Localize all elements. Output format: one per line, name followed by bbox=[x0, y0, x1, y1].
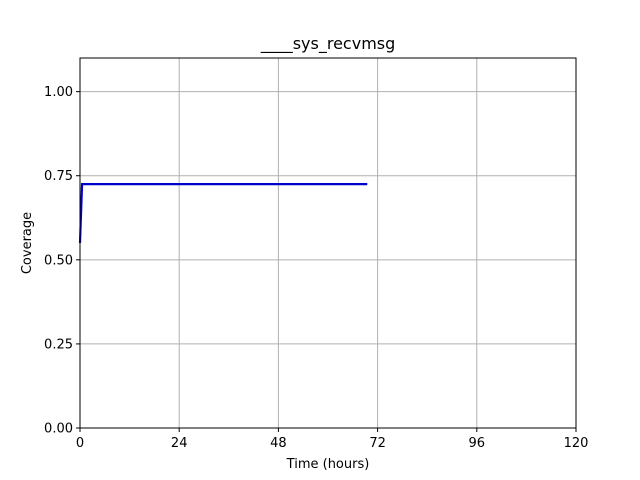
tick-layer: 0 24 48 72 96 120 0.00 0.25 0.50 0.75 1.00 bbox=[44, 85, 588, 451]
plot-frame bbox=[79, 57, 577, 429]
x-tick-label: 48 bbox=[270, 436, 287, 451]
series-layer bbox=[78, 183, 368, 244]
y-tick-label: 0.25 bbox=[44, 337, 73, 352]
x-tick-label: 72 bbox=[369, 436, 386, 451]
y-tick-label: 0.75 bbox=[44, 169, 73, 184]
x-tick-label: 120 bbox=[564, 436, 589, 451]
y-tick-label: 0.50 bbox=[44, 253, 73, 268]
series-line-coverage bbox=[78, 183, 368, 244]
x-axis-label: Time (hours) bbox=[286, 457, 370, 472]
x-tick-label: 24 bbox=[171, 436, 188, 451]
x-tick-label: 0 bbox=[76, 436, 84, 451]
y-tick-label: 1.00 bbox=[44, 85, 73, 100]
chart-title: ____sys_recvmsg bbox=[260, 34, 396, 54]
y-axis-label: Coverage bbox=[20, 212, 35, 274]
x-tick-label: 96 bbox=[469, 436, 486, 451]
y-tick-label: 0.00 bbox=[44, 422, 73, 437]
